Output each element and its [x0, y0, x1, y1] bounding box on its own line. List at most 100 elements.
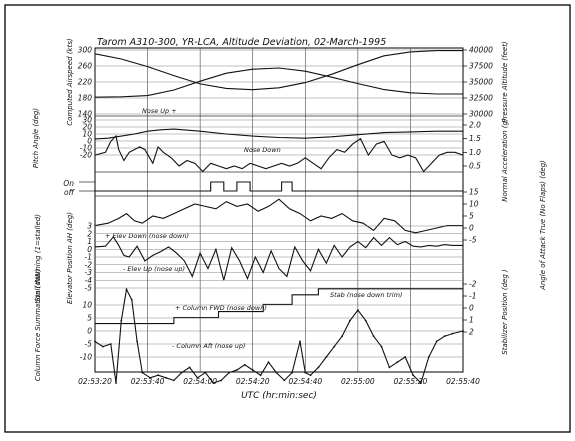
series-column-force-point — [251, 369, 254, 371]
chart-title: Tarom A310-300, YR-LCA, Altitude Deviati… — [97, 37, 386, 48]
y-axis-label-elevator: Elevator Position AH (deg) — [66, 212, 74, 304]
series-column-force-point — [125, 288, 128, 291]
y-tick-label: 2.0 — [469, 121, 481, 130]
y-tick-label: 1.5 — [469, 134, 481, 143]
series-column-force-point — [212, 382, 215, 384]
annotation-column-fwd: + Column FWD (nose down) — [175, 304, 267, 312]
series-angle-of-attack — [94, 198, 463, 234]
series-column-force-point — [443, 335, 446, 338]
series-column-force-point — [204, 371, 207, 374]
y-tick-label: 1.0 — [469, 148, 481, 157]
series-column-force-point — [304, 371, 307, 374]
series-column-force-point — [120, 319, 123, 322]
x-tick-label: 02:53:20 — [78, 377, 112, 386]
annotation-nose-down: Nose Down — [244, 146, 281, 154]
y-tick-label: 32500 — [469, 94, 493, 103]
y-tick-label: 220 — [78, 78, 93, 87]
y-axis-label-aoa: Angle of Attack True (No Flaps) (deg) — [539, 160, 547, 291]
y-tick-label: 15 — [469, 188, 479, 197]
y-tick-label: 5 — [87, 314, 92, 323]
series-column-force-point — [291, 371, 293, 374]
y-tick-label: 10 — [82, 130, 92, 139]
y-tick-label: 2 — [87, 229, 92, 238]
series-column-force-point — [228, 371, 231, 374]
series-column-force-point — [451, 332, 454, 335]
series-column-force-point — [388, 366, 391, 369]
y-tick-label: 0 — [469, 304, 474, 313]
series-column-force-point — [267, 361, 270, 364]
y-tick-label: 35000 — [469, 78, 493, 87]
series-column-force-point — [364, 319, 367, 322]
y-tick-label: -1 — [469, 292, 476, 301]
y-tick-label: -5 — [469, 236, 477, 245]
x-tick-label: 02:55:40 — [446, 377, 480, 386]
y-tick-label: 260 — [78, 62, 93, 71]
series-column-force-point — [435, 340, 438, 343]
series-column-force-point — [396, 361, 399, 364]
y-axis-label-altitude: Pressure Altitude (feet) — [501, 41, 509, 123]
series-column-force-point — [372, 335, 375, 338]
y-tick-label: 140 — [78, 110, 93, 119]
y-tick-label: -1 — [85, 253, 92, 262]
y-tick-label: 0.5 — [469, 162, 481, 171]
series-column-force-point — [283, 379, 286, 382]
y-tick-label: 1 — [87, 237, 92, 246]
y-tick-label: 180 — [78, 94, 93, 103]
series-column-force-point — [220, 379, 223, 382]
series-column-force-point — [420, 382, 422, 384]
series-column-force-point — [349, 319, 351, 322]
y-tick-label: -20 — [80, 151, 92, 160]
series-column-force-point — [309, 374, 312, 377]
series-column-force-point — [180, 371, 183, 374]
series-column-force-point — [149, 376, 152, 379]
x-axis-label: UTC (hr:min:sec) — [241, 391, 317, 401]
series-stabilizer — [95, 288, 463, 325]
y-tick-label: 1 — [469, 316, 474, 325]
y-tick-label: 0 — [87, 137, 92, 146]
annotation-elev-up: - Elev Up (nose up) — [123, 265, 185, 273]
series-column-force-point — [325, 356, 328, 358]
y-tick-label: 37500 — [469, 62, 493, 71]
series-column-force — [94, 287, 464, 385]
series-column-force-point — [259, 374, 262, 377]
y-tick-label: -2 — [85, 260, 93, 269]
series-airspeed — [94, 67, 463, 98]
plot-border — [94, 47, 464, 373]
y-tick-label: -10 — [80, 353, 92, 362]
y-tick-label: 0 — [469, 224, 474, 233]
series-column-force-point — [94, 340, 96, 343]
y-axis-label-stabilizer: Stabilizer Position (deg ) — [501, 269, 509, 355]
y-tick-label: 10 — [82, 301, 92, 310]
y-tick-label: 3 — [87, 222, 92, 231]
series-column-force-point — [462, 330, 464, 332]
y-tick-label: -5 — [85, 340, 93, 349]
y-tick-label: 2 — [469, 328, 474, 337]
series-altitude — [94, 50, 463, 91]
series-column-force-point — [102, 345, 104, 348]
x-tick-label: 02:54:40 — [288, 377, 322, 386]
series-column-force-point — [173, 379, 175, 382]
x-tick-label: 02:55:20 — [394, 377, 428, 386]
series-column-force-point — [196, 376, 199, 379]
series-column-force-point — [427, 356, 430, 358]
series-column-force-point — [157, 374, 160, 377]
series-pitch-angle — [94, 128, 463, 140]
y-tick-label: -10 — [80, 144, 92, 153]
annotation-elev-down: + Elev Down (nose down) — [105, 232, 189, 240]
series-column-force-point — [380, 345, 383, 348]
series-column-force-point — [188, 366, 191, 369]
y-tick-label: 5 — [469, 212, 474, 221]
series-elevator — [94, 235, 463, 281]
series-column-force-point — [115, 382, 117, 384]
y-axis-label-normal-accel: Normal Acceleration (g) — [501, 118, 509, 202]
series-normal-accel — [94, 134, 464, 173]
series-column-force-point — [333, 345, 336, 348]
y-tick-label: 300 — [78, 46, 93, 55]
y-tick-label: 40000 — [469, 46, 493, 55]
y-tick-label-off: off — [64, 188, 76, 197]
y-tick-label: 0 — [87, 245, 92, 254]
x-tick-label: 02:54:20 — [236, 377, 270, 386]
annotation-column-aft: - Column Aft (nose up) — [172, 342, 246, 350]
annotation-nose-up: Nose Up + — [142, 107, 177, 115]
y-tick-label: 30 — [82, 116, 92, 125]
